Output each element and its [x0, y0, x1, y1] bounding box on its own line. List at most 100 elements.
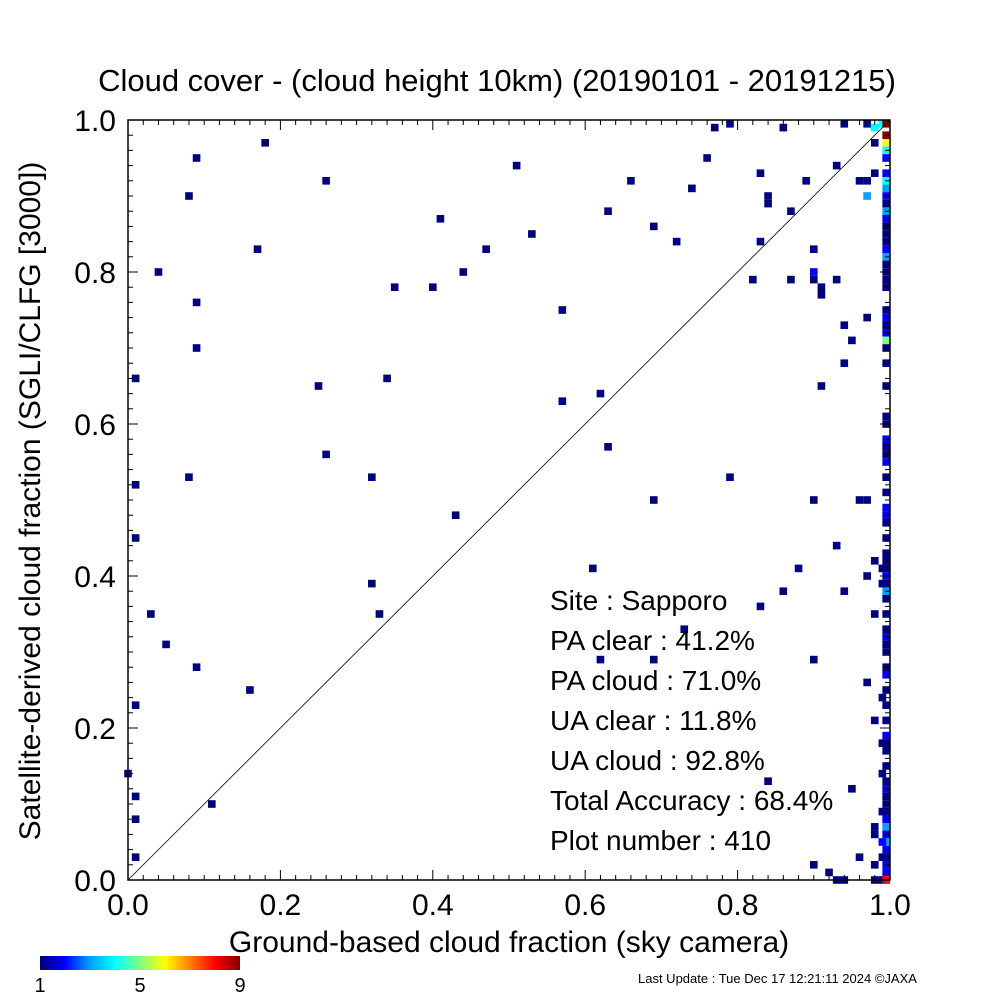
axes-ticks: 0.0 0.2 0.4 0.6 0.8 1.0 0.0 0.2 0.4 0.6 0.8 1.0 [74, 105, 911, 922]
heatmap-cell [756, 169, 765, 177]
heatmap-cell [558, 306, 567, 314]
heatmap-cell [817, 283, 826, 291]
heatmap-cell [764, 199, 772, 208]
heatmap-cell [882, 488, 890, 497]
heatmap-cell [863, 496, 871, 504]
y-tick-label: 0.0 [74, 865, 116, 898]
heatmap-cell [131, 815, 140, 823]
heatmap-cell [787, 207, 795, 215]
heatmap-cell [794, 564, 803, 573]
heatmap-cell [882, 275, 890, 284]
heatmap-cell [882, 230, 890, 238]
heatmap-cell [185, 192, 193, 200]
heatmap-cell [848, 336, 856, 345]
heatmap-cell [825, 868, 833, 877]
heatmap-cell [528, 230, 536, 238]
heatmap-cell [604, 443, 612, 451]
heatmap-cell [870, 823, 879, 831]
heatmap-cell [882, 321, 890, 329]
heatmap-cell [383, 374, 391, 383]
heatmap-cell [192, 298, 201, 307]
heatmap-cell [882, 306, 890, 314]
heatmap-cell [882, 199, 890, 208]
heatmap-cell [131, 701, 140, 709]
heatmap-cell [604, 207, 612, 215]
heatmap-cell [870, 557, 879, 565]
stats-line: PA cloud : 71.0% [550, 665, 761, 696]
heatmap-cell [882, 184, 890, 193]
stats-line: Plot number : 410 [550, 825, 771, 856]
heatmap-cell [878, 693, 887, 702]
heatmap-cell [779, 123, 788, 132]
stats-line: Total Accuracy : 68.4% [550, 785, 833, 816]
heatmap-cell [882, 169, 890, 177]
heatmap-cell [870, 861, 879, 869]
heatmap-cell [596, 655, 605, 664]
heatmap-cell [261, 139, 269, 147]
heatmap-cell [863, 572, 871, 580]
x-tick-label: 0.4 [412, 889, 454, 922]
stats-panel: Site : Sapporo PA clear : 41.2% PA cloud :… [550, 585, 833, 856]
heatmap-cell [878, 739, 887, 747]
colorbar [40, 956, 240, 970]
heatmap-cell [314, 382, 323, 390]
heatmap-cell [882, 868, 890, 877]
heatmap-cell [882, 747, 890, 755]
heatmap-cell [649, 496, 658, 504]
heatmap-cell [882, 519, 890, 527]
stats-line: UA clear : 11.8% [550, 705, 756, 736]
one-to-one-diagonal [127, 119, 891, 881]
heatmap-cell [322, 450, 330, 459]
x-axis-label: Ground-based cloud fraction (sky camera) [229, 926, 789, 959]
heatmap-cell [809, 245, 818, 253]
heatmap-cell [832, 275, 841, 284]
heatmap-cell [863, 192, 871, 200]
heatmap-cell [882, 154, 890, 162]
heatmap-cell [710, 123, 719, 132]
heatmap-cell [809, 275, 818, 284]
heatmap-cell [878, 564, 887, 573]
heatmap-cell [882, 701, 890, 709]
heatmap-cell [131, 374, 140, 383]
heatmap-cell [482, 245, 490, 253]
heatmap-cell [878, 838, 887, 846]
heatmap-cell [809, 268, 818, 276]
heatmap-cell [749, 275, 757, 284]
heatmap-cell [832, 161, 841, 170]
heatmap-cell [192, 663, 201, 671]
x-tick-label: 0.0 [107, 889, 149, 922]
x-tick-label: 0.8 [717, 889, 759, 922]
heatmap-cell [882, 762, 890, 770]
heatmap-cell [882, 245, 890, 253]
heatmap-cell [246, 686, 254, 694]
last-update-text: Last Update : Tue Dec 17 12:21:11 2024 ©… [638, 971, 917, 986]
heatmap-cell [131, 534, 140, 542]
heatmap-cell [840, 359, 849, 367]
heatmap-cell [882, 443, 890, 451]
heatmap-cell [764, 192, 772, 200]
heatmap-cell [368, 579, 376, 588]
heatmap-cell [512, 161, 521, 170]
heatmap-cell [882, 382, 890, 390]
heatmap-cell [878, 769, 887, 778]
heatmap-cell [882, 610, 890, 618]
heatmap-cell [375, 610, 384, 618]
colorbar-tick-label: 5 [134, 975, 145, 997]
y-tick-label: 0.8 [74, 257, 116, 290]
heatmap-cell [154, 268, 163, 276]
heatmap-cell [703, 154, 711, 162]
chart-title: Cloud cover - (cloud height 10km) (20190… [98, 63, 896, 98]
heatmap-cell [882, 671, 890, 679]
heatmap-cell [840, 321, 849, 329]
heatmap-cell [882, 139, 890, 147]
x-tick-label: 1.0 [869, 889, 911, 922]
heatmap-cell [882, 549, 890, 557]
y-tick-label: 0.4 [74, 561, 116, 594]
heatmap-cell [322, 177, 330, 185]
heatmap-cell [809, 655, 818, 664]
heatmap-cell [882, 412, 890, 421]
heatmap-cell [817, 291, 826, 299]
heatmap-cell [855, 496, 864, 504]
colorbar-tick-label: 9 [234, 975, 245, 997]
